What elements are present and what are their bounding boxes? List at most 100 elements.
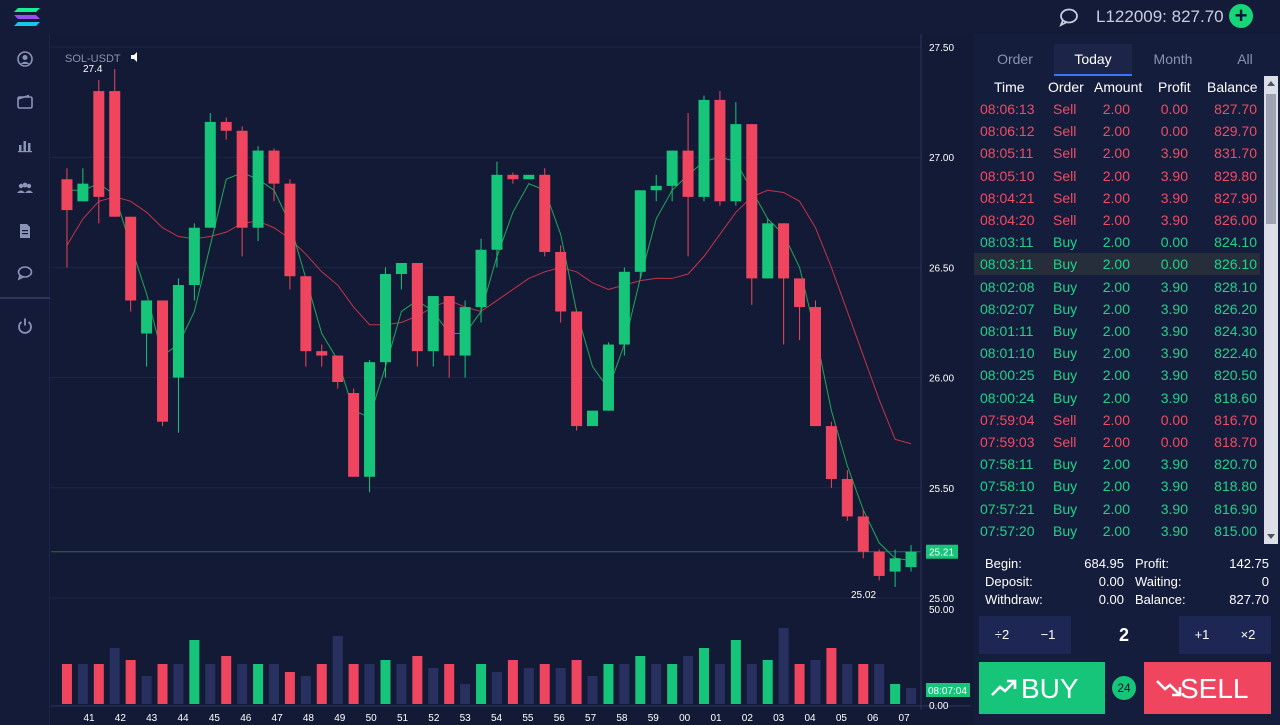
add-funds-button[interactable]: + [1229,4,1253,28]
chat-bubble-icon[interactable] [1058,6,1080,28]
current-time-badge [926,683,970,697]
time-tick-label: 49 [334,713,346,724]
volume-bar [714,664,725,704]
tab-month[interactable]: Month [1153,51,1193,67]
table-row[interactable]: 08:00:24 Buy 2.00 3.90 818.60 [974,387,1260,409]
volume-bar [348,664,359,704]
cell-amount: 2.00 [1102,123,1130,140]
candle-body [873,551,885,576]
time-tick-label: 45 [209,713,221,724]
cell-balance: 826.20 [1214,300,1257,317]
time-tick-label: 00 [679,713,691,724]
candle-body [93,91,105,197]
table-row[interactable]: 08:05:10 Sell 2.00 3.90 829.80 [974,165,1260,187]
price-tick-label: 26.50 [929,263,954,274]
table-row[interactable]: 08:06:12 Sell 2.00 0.00 829.70 [974,120,1260,142]
tab-all[interactable]: All [1237,51,1253,67]
cell-amount: 2.00 [1102,389,1130,406]
volume-bar [555,668,566,704]
chat-bubble-icon[interactable] [16,265,34,281]
bar-chart-icon[interactable] [16,137,34,153]
trending-down-icon [1156,680,1182,697]
table-row[interactable]: 08:03:11 Buy 2.00 0.00 826.10 [974,253,1260,276]
power-icon[interactable] [16,318,34,334]
table-row[interactable]: 07:58:10 Buy 2.00 3.90 818.80 [974,475,1260,497]
candle-body [634,190,646,272]
cell-order: Sell [1053,212,1077,228]
candle-body [77,183,89,202]
cell-balance: 815.00 [1214,522,1257,539]
volume-bar [778,628,789,704]
table-row[interactable]: 08:02:08 Buy 2.00 3.90 828.10 [974,276,1260,298]
volume-bar [444,664,455,704]
minus-one-button[interactable]: −1 [1025,616,1071,654]
candle-body [459,307,471,356]
order-amount: 2 [1118,625,1129,645]
plus-one-button[interactable]: +1 [1179,616,1225,654]
column-header-amount: Amount [1094,79,1143,95]
solana-logo-icon[interactable] [14,6,40,28]
cell-order: Sell [1053,123,1077,140]
users-icon[interactable] [16,180,34,196]
cell-balance: 818.60 [1214,389,1257,406]
cell-amount: 2.00 [1102,167,1130,184]
table-row[interactable]: 07:59:03 Sell 2.00 0.00 818.70 [974,431,1260,453]
scrollbar-thumb[interactable] [1266,94,1276,224]
table-row[interactable]: 08:04:20 Sell 2.00 3.90 826.00 [974,209,1260,231]
table-row[interactable]: 08:05:11 Sell 2.00 3.90 831.70 [974,142,1260,164]
table-row[interactable]: 08:01:10 Buy 2.00 3.90 822.40 [974,342,1260,364]
buy-button[interactable]: BUY [979,662,1105,714]
cell-profit: 3.90 [1160,367,1188,384]
time-tick-label: 48 [303,713,315,724]
candle-body [236,130,248,228]
user-icon[interactable] [16,51,34,67]
volume-bar [253,664,264,704]
deposit-value: 0.00 [1098,574,1124,589]
candle-body [778,223,790,279]
table-row[interactable]: 08:01:11 Buy 2.00 3.90 824.30 [974,320,1260,342]
volume-bar [651,664,662,704]
cell-order: Buy [1053,522,1078,539]
cell-order: Sell [1053,167,1077,184]
cell-time: 08:01:10 [980,345,1035,362]
cell-time: 08:04:20 [980,212,1035,228]
cell-amount: 2.00 [1102,189,1130,206]
table-row[interactable]: 08:06:13 Sell 2.00 0.00 827.70 [974,98,1260,120]
cell-amount: 2.00 [1102,234,1130,251]
table-row[interactable]: 08:02:07 Buy 2.00 3.90 826.20 [974,298,1260,320]
volume-bar [507,660,518,704]
price-chart-panel[interactable]: 27.50 27.00 26.50 26.00 25.50 25.00 50.00 0.00 2… [51,34,971,725]
candle-body [491,174,503,250]
cell-profit: 3.90 [1160,323,1188,339]
sell-button[interactable]: SELL [1144,662,1271,714]
cell-balance: 816.90 [1214,500,1257,517]
table-row[interactable]: 07:57:20 Buy 2.00 3.90 815.00 [974,520,1260,542]
table-scrollbar[interactable] [1264,76,1278,544]
cell-profit: 3.90 [1160,478,1188,495]
volume-bar [683,656,694,704]
divide-by-2-button[interactable]: ÷2 [979,616,1025,654]
cell-time: 08:05:10 [980,167,1035,184]
trade-table-body[interactable]: 08:06:13 Sell 2.00 0.00 827.70 08:06:12 Sell 2.… [974,98,1264,542]
tab-order[interactable]: Order [997,51,1033,67]
table-row[interactable]: 07:58:11 Buy 2.00 3.90 820.70 [974,453,1260,475]
times-two-button[interactable]: ×2 [1225,616,1271,654]
scroll-up-arrow-icon[interactable] [1267,81,1275,86]
candle-body [602,344,614,411]
cell-profit: 0.00 [1160,234,1188,251]
table-row[interactable]: 08:03:11 Buy 2.00 0.00 824.10 [974,231,1260,253]
column-header-order: Order [1048,79,1084,95]
table-row[interactable]: 07:57:21 Buy 2.00 3.90 816.90 [974,498,1260,520]
tab-today[interactable]: Today [1054,44,1132,76]
table-row[interactable]: 08:04:21 Sell 2.00 3.90 827.90 [974,187,1260,209]
wallet-icon[interactable] [16,94,34,110]
current-time-label: 08:07:04 [928,686,967,697]
time-tick-label: 52 [428,713,440,724]
document-icon[interactable] [16,223,34,239]
table-row[interactable]: 07:59:04 Sell 2.00 0.00 816.70 [974,409,1260,431]
scroll-down-arrow-icon[interactable] [1267,534,1275,539]
candle-body [268,150,280,184]
table-row[interactable]: 08:00:25 Buy 2.00 3.90 820.50 [974,364,1260,386]
candle-body [300,276,312,352]
